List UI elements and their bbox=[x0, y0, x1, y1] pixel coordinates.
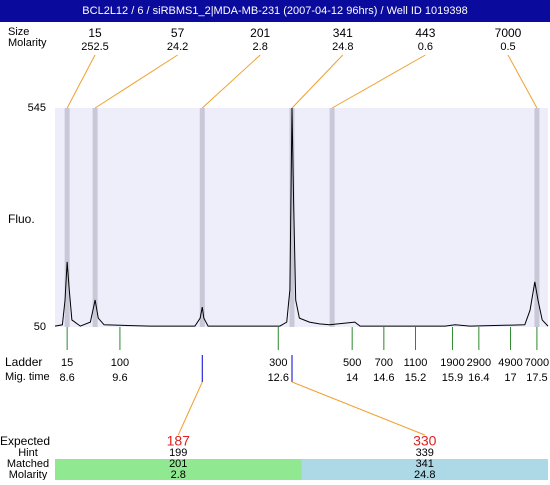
title: BCL2L12 / 6 / siRBMS1_2|MDA-MB-231 (2007… bbox=[82, 5, 467, 17]
matched-size: 201 bbox=[169, 458, 187, 470]
ladder-size: 300 bbox=[269, 357, 287, 369]
peak-molarity: 0.6 bbox=[418, 41, 433, 53]
ladder-time: 12.6 bbox=[268, 372, 289, 384]
ladder-size: 4900 bbox=[498, 357, 522, 369]
peak-connector bbox=[94, 54, 178, 109]
peak-row-label: Molarity bbox=[8, 37, 47, 49]
y-tick-label: 50 bbox=[34, 321, 46, 333]
expected-row-label: Hint bbox=[18, 447, 38, 459]
matched-molarity: 2.8 bbox=[171, 469, 186, 480]
peak-connector bbox=[507, 54, 538, 109]
ladder-time: 17 bbox=[504, 372, 516, 384]
peak-connector bbox=[331, 54, 426, 109]
ladder-row-label: Mig. time bbox=[5, 371, 50, 383]
peak-connector bbox=[291, 54, 344, 109]
ladder-time: 15.9 bbox=[442, 372, 463, 384]
matched-band bbox=[55, 459, 302, 480]
peak-size: 7000 bbox=[495, 26, 522, 40]
matched-size: 341 bbox=[416, 458, 434, 470]
peak-band bbox=[289, 108, 295, 327]
peak-size: 443 bbox=[415, 26, 435, 40]
peak-molarity: 24.2 bbox=[167, 41, 188, 53]
ladder-size: 7000 bbox=[525, 357, 549, 369]
ladder-size: 1900 bbox=[440, 357, 464, 369]
peak-size: 341 bbox=[333, 26, 353, 40]
ladder-row-label: Ladder bbox=[5, 355, 42, 369]
peak-band bbox=[329, 108, 335, 327]
ladder-time: 9.6 bbox=[112, 372, 127, 384]
peak-molarity: 2.8 bbox=[253, 41, 268, 53]
peak-band bbox=[64, 108, 70, 327]
title-bar bbox=[0, 0, 550, 22]
ladder-size: 100 bbox=[111, 357, 129, 369]
expected-row-label: Expected bbox=[0, 434, 50, 448]
ladder-time: 8.6 bbox=[59, 372, 74, 384]
ladder-size: 15 bbox=[61, 357, 73, 369]
peak-molarity: 24.8 bbox=[332, 41, 353, 53]
ladder-size: 700 bbox=[375, 357, 393, 369]
expected-row-label: Molarity bbox=[9, 469, 48, 480]
ladder-size: 2900 bbox=[467, 357, 491, 369]
ladder-time: 16.4 bbox=[468, 372, 489, 384]
peak-band bbox=[534, 108, 540, 327]
ladder-size: 500 bbox=[343, 357, 361, 369]
peak-molarity: 0.5 bbox=[500, 41, 515, 53]
peak-band bbox=[92, 108, 98, 327]
matched-band bbox=[301, 459, 548, 480]
trace bbox=[54, 107, 549, 327]
peak-connector bbox=[66, 54, 96, 109]
peak-size: 201 bbox=[250, 26, 270, 40]
peak-band bbox=[199, 108, 205, 327]
expected-connector bbox=[291, 381, 425, 436]
y-axis-label: Fluo. bbox=[8, 212, 35, 226]
y-tick-label: 545 bbox=[28, 102, 46, 114]
expected-size: 330 bbox=[413, 433, 437, 449]
peak-row-label: Size bbox=[8, 26, 29, 38]
ladder-time: 17.5 bbox=[526, 372, 547, 384]
hint-size: 339 bbox=[416, 447, 434, 459]
peak-connector bbox=[201, 54, 261, 109]
peak-size: 15 bbox=[88, 26, 102, 40]
expected-size: 187 bbox=[167, 433, 191, 449]
matched-molarity: 24.8 bbox=[414, 469, 435, 480]
peak-molarity: 252.5 bbox=[81, 41, 109, 53]
expected-connector bbox=[177, 381, 203, 436]
peak-size: 57 bbox=[171, 26, 185, 40]
hint-size: 199 bbox=[169, 447, 187, 459]
ladder-time: 14 bbox=[346, 372, 358, 384]
ladder-time: 15.2 bbox=[405, 372, 426, 384]
ladder-time: 14.6 bbox=[373, 372, 394, 384]
expected-row-label: Matched bbox=[7, 458, 49, 470]
plot-area bbox=[55, 108, 548, 327]
ladder-size: 1100 bbox=[404, 357, 428, 369]
